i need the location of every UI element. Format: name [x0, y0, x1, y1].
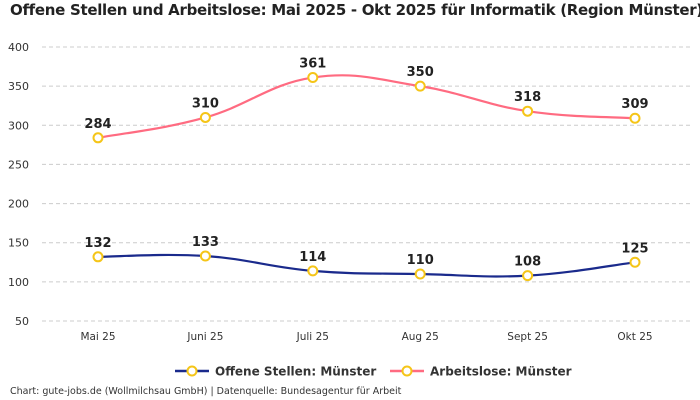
chart-footer: Chart: gute-jobs.de (Wollmilchsau GmbH) …: [10, 386, 402, 397]
y-tick-label: 400: [8, 41, 29, 54]
data-point: [629, 112, 641, 124]
data-point: [629, 256, 641, 268]
y-tick-label: 300: [8, 119, 29, 132]
y-tick-label: 250: [8, 158, 29, 171]
data-point: [414, 80, 426, 92]
data-label: 125: [621, 241, 648, 256]
legend-marker: [401, 365, 413, 377]
legend-label: Offene Stellen: Münster: [215, 365, 376, 379]
y-tick-label: 50: [15, 315, 29, 328]
x-tick-label: Aug 25: [402, 331, 439, 343]
data-point: [522, 105, 534, 117]
legend-label: Arbeitslose: Münster: [430, 365, 572, 379]
y-tick-label: 150: [8, 237, 29, 250]
data-label: 361: [299, 57, 326, 72]
data-label: 133: [192, 235, 219, 250]
data-point: [307, 265, 319, 277]
x-tick-label: Juli 25: [296, 331, 329, 343]
data-label: 309: [621, 97, 648, 112]
data-point: [414, 268, 426, 280]
x-tick-label: Okt 25: [617, 331, 652, 343]
x-tick-label: Juni 25: [186, 331, 223, 343]
data-label: 350: [407, 65, 434, 80]
data-point: [522, 270, 534, 282]
data-label: 310: [192, 96, 219, 111]
data-label: 132: [84, 236, 111, 251]
data-point: [92, 132, 104, 144]
series-line: [97, 74, 636, 139]
data-label: 108: [514, 255, 541, 270]
series-line: [97, 253, 636, 278]
x-tick-label: Sept 25: [507, 331, 548, 343]
y-tick-label: 200: [8, 198, 29, 211]
data-label: 284: [84, 117, 111, 132]
data-point: [307, 72, 319, 84]
data-point: [199, 250, 211, 262]
data-point: [92, 251, 104, 263]
x-tick-label: Mai 25: [80, 331, 115, 343]
data-point: [199, 111, 211, 123]
y-tick-label: 350: [8, 80, 29, 93]
chart-title: Offene Stellen und Arbeitslose: Mai 2025…: [10, 1, 700, 19]
data-label: 110: [407, 253, 434, 268]
y-tick-label: 100: [8, 276, 29, 289]
legend-marker: [186, 365, 198, 377]
data-label: 114: [299, 250, 326, 265]
data-label: 318: [514, 90, 541, 105]
